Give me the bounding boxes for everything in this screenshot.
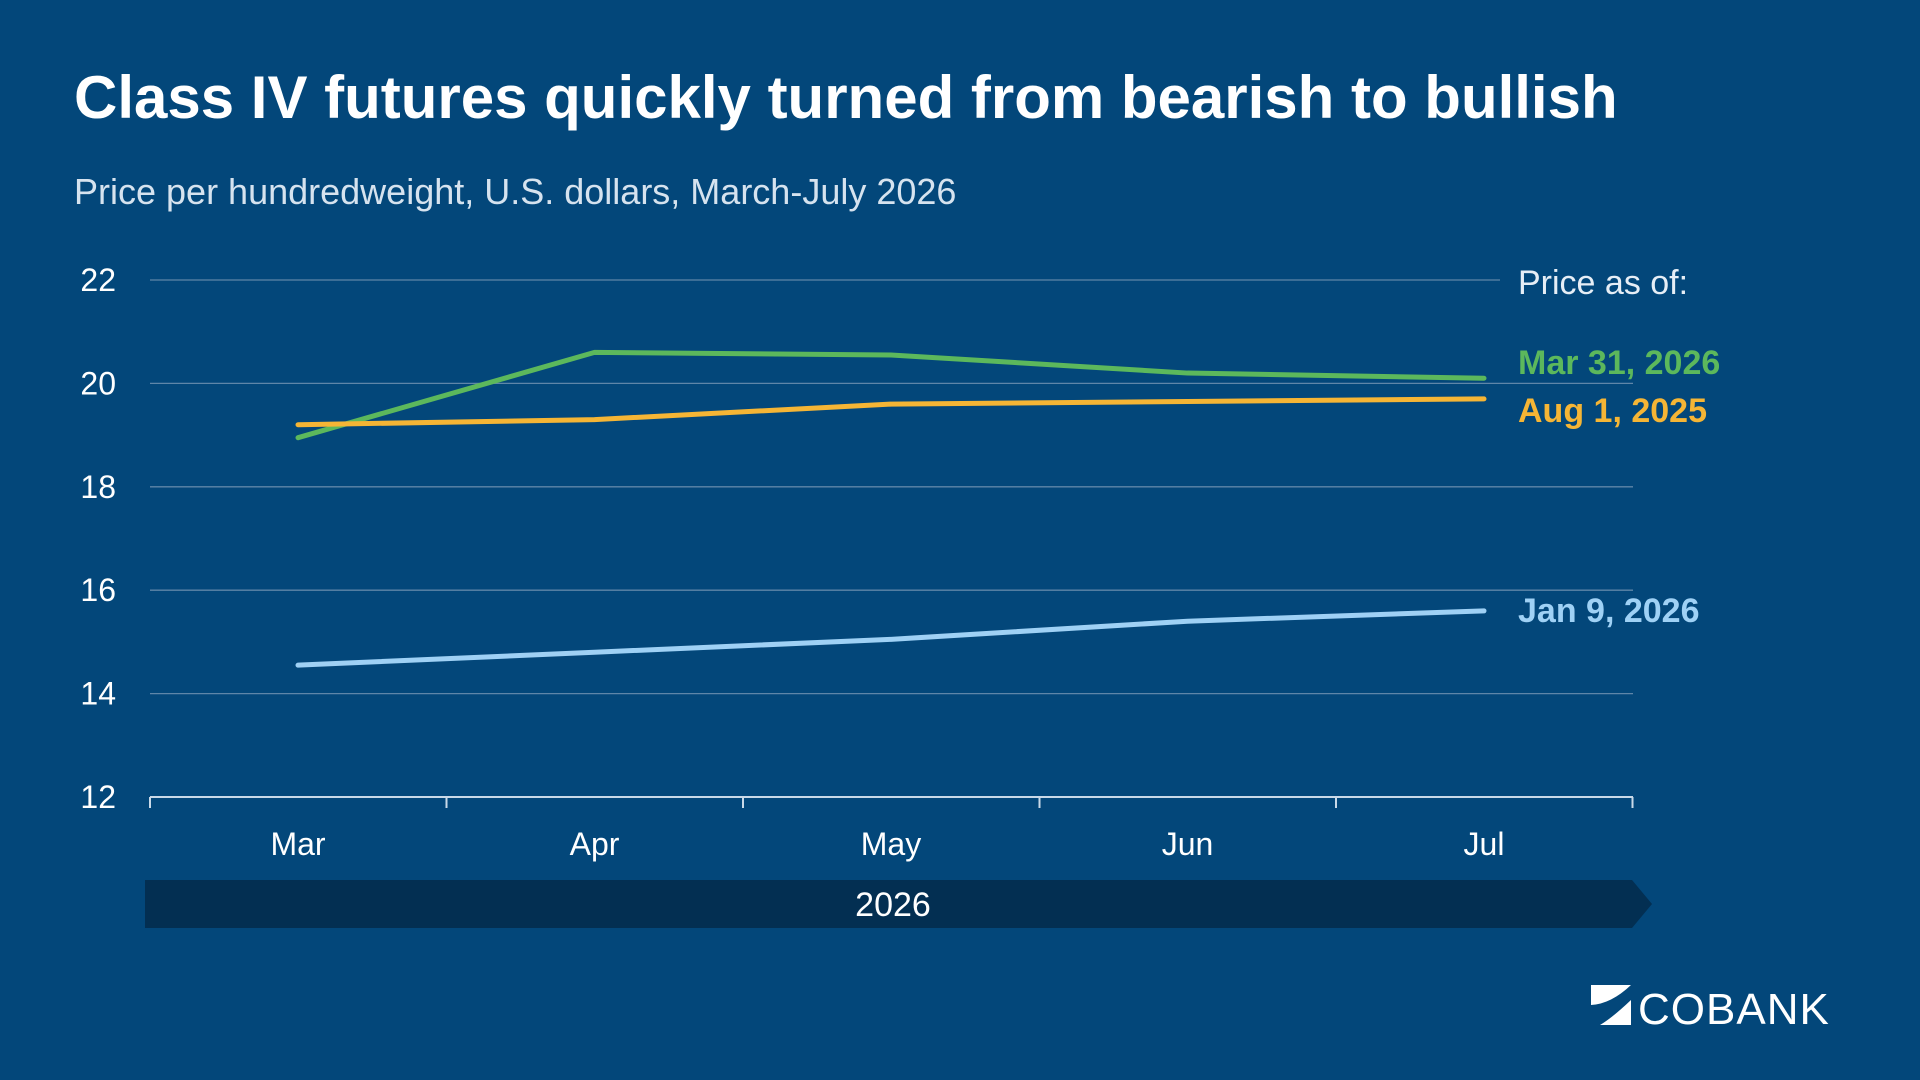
year-band-label: 2026: [855, 886, 931, 924]
cobank-logo: COBANK: [1591, 985, 1830, 1034]
x-tick-label-may: May: [861, 826, 921, 862]
series-labels: Mar 31, 2026 Aug 1, 2025 Jan 9, 2026: [1518, 344, 1720, 630]
series-label-mar-31-2026: Mar 31, 2026: [1518, 344, 1720, 382]
y-tick-label-4: 20: [80, 365, 116, 401]
series-lines: [295, 349, 1487, 668]
cobank-logo-mark: [1591, 985, 1631, 1025]
x-tick-label-jul: Jul: [1464, 826, 1505, 862]
y-tick-label-3: 18: [80, 469, 116, 505]
y-tick-label-5: 22: [80, 262, 116, 298]
year-band-shape: [145, 880, 1652, 928]
x-tick-label-mar: Mar: [270, 826, 325, 862]
series-label-aug-1-2025: Aug 1, 2025: [1518, 392, 1707, 430]
y-axis: 12 14 16 18 20 22: [80, 262, 116, 815]
chart-subtitle: Price per hundredweight, U.S. dollars, M…: [74, 171, 956, 212]
series-line-aug-1-2025: [295, 396, 1487, 428]
y-tick-label-1: 14: [80, 676, 116, 712]
x-axis: Mar Apr May Jun Jul: [149, 796, 1634, 862]
x-tick-label-jun: Jun: [1162, 826, 1214, 862]
y-tick-label-0: 12: [80, 779, 116, 815]
x-tick-label-apr: Apr: [570, 826, 620, 862]
chart-title: Class IV futures quickly turned from bea…: [74, 64, 1618, 131]
gridlines: [150, 279, 1633, 695]
y-tick-label-2: 16: [80, 572, 116, 608]
cobank-logo-text: COBANK: [1638, 985, 1830, 1034]
series-line-jan-9-2026: [295, 608, 1487, 668]
series-line-mar-31-2026: [295, 349, 1487, 441]
legend-title: Price as of:: [1518, 264, 1688, 302]
series-label-jan-9-2026: Jan 9, 2026: [1518, 592, 1699, 630]
x-group-band: 2026: [145, 880, 1652, 928]
